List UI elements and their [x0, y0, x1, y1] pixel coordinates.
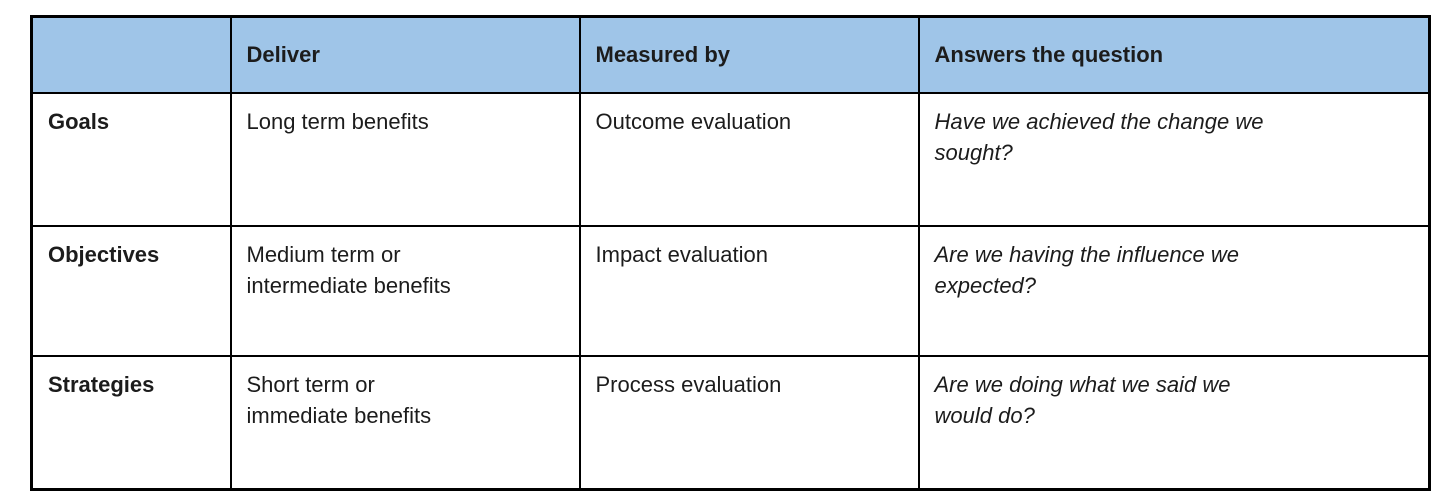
goals-measured-cell: Outcome evaluation	[578, 92, 920, 227]
header-cell-measured-by: Measured by	[578, 15, 920, 94]
objectives-question-text: Are we having the influence we expected?	[934, 242, 1240, 298]
row-label-goals: Goals	[30, 92, 232, 227]
table-header-row: Deliver Measured by Answers the question	[30, 15, 1431, 94]
row-label-strategies: Strategies	[30, 355, 232, 490]
evaluation-table: Deliver Measured by Answers the question…	[30, 15, 1431, 491]
table-row-strategies: Strategies Short term or immediate benef…	[30, 355, 1431, 490]
objectives-deliver-cell: Medium term or intermediate benefits	[229, 225, 581, 357]
strategies-measured-cell: Process evaluation	[578, 355, 920, 490]
goals-question-cell: Have we achieved the change we sought?	[917, 92, 1431, 227]
strategies-deliver-cell: Short term or immediate benefits	[229, 355, 581, 490]
row-label-objectives: Objectives	[30, 225, 232, 357]
table-row-objectives: Objectives Medium term or intermediate b…	[30, 225, 1431, 357]
objectives-measured-cell: Impact evaluation	[578, 225, 920, 357]
strategies-deliver-text: Short term or immediate benefits	[246, 372, 432, 428]
table-row-goals: Goals Long term benefits Outcome evaluat…	[30, 92, 1431, 227]
goals-question-text: Have we achieved the change we sought?	[934, 109, 1264, 165]
strategies-question-text: Are we doing what we said we would do?	[934, 372, 1231, 428]
objectives-deliver-text: Medium term or intermediate benefits	[246, 242, 451, 298]
goals-deliver-cell: Long term benefits	[229, 92, 581, 227]
goals-deliver-text: Long term benefits	[246, 109, 429, 134]
header-cell-corner	[30, 15, 232, 94]
strategies-question-cell: Are we doing what we said we would do?	[917, 355, 1431, 490]
objectives-question-cell: Are we having the influence we expected?	[917, 225, 1431, 357]
header-cell-answers-question: Answers the question	[917, 15, 1431, 94]
header-cell-deliver: Deliver	[229, 15, 581, 94]
